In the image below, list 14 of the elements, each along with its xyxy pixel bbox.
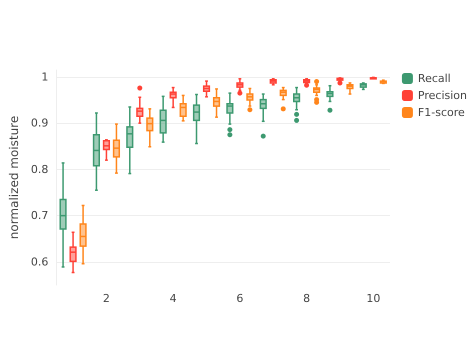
y-tick-label: 0.8 (30, 162, 48, 176)
y-tick-label: 0.9 (30, 116, 48, 130)
y-axis-title: normalized moisture (7, 116, 21, 240)
x-tick-label: 2 (102, 292, 110, 305)
x-tick-label: 6 (236, 292, 244, 305)
legend-label: Precision (418, 89, 468, 102)
x-tick-label: 8 (303, 292, 310, 305)
y-tick-label: 0.6 (30, 255, 48, 268)
x-tick-label: 10 (366, 292, 380, 305)
y-tick-label: 0.7 (30, 209, 48, 222)
x-tick-label: 4 (170, 292, 177, 305)
legend-label: F1-score (418, 106, 466, 119)
legend-label: Recall (418, 72, 451, 85)
y-tick-label: 1 (41, 70, 48, 84)
